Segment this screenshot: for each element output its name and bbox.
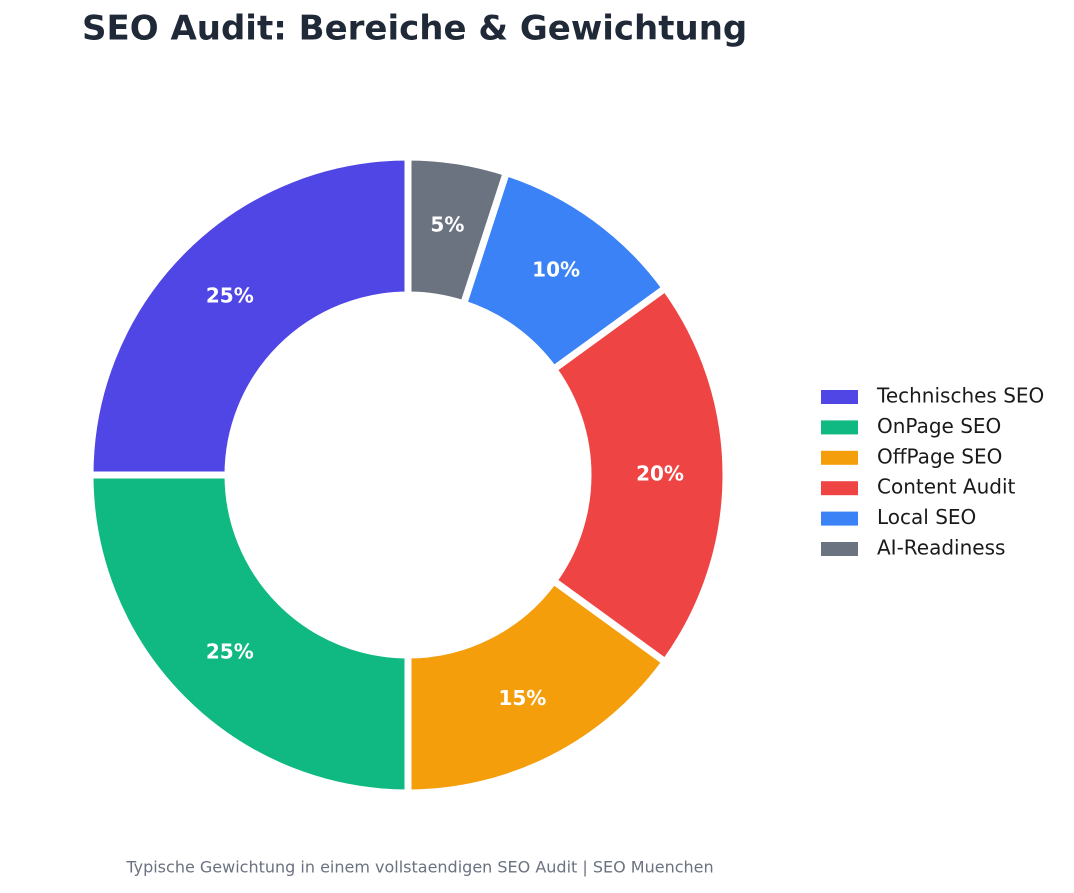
value-label: 25% — [206, 283, 254, 307]
chart-title: SEO Audit: Bereiche & Gewichtung — [82, 9, 747, 49]
footnote: Typische Gewichtung in einem vollstaendi… — [125, 858, 713, 877]
value-label: 10% — [532, 258, 580, 282]
donut-segment — [548, 283, 730, 667]
legend-label: Technisches SEO — [876, 384, 1044, 408]
legend-label: OffPage SEO — [877, 444, 1002, 468]
legend-swatch — [821, 542, 858, 556]
legend-swatch — [821, 481, 858, 496]
legend-swatch — [821, 511, 858, 526]
donut-segment — [86, 471, 412, 797]
legend-label: OnPage SEO — [877, 414, 1001, 438]
value-label: 25% — [206, 640, 254, 664]
legend-swatch — [821, 420, 858, 435]
legend-swatch — [821, 390, 858, 404]
legend-label: Local SEO — [877, 505, 976, 529]
value-label: 20% — [636, 462, 684, 486]
donut-segment — [404, 153, 511, 309]
legend-swatch — [821, 450, 858, 465]
donut-segment — [86, 153, 412, 479]
donut-segment — [404, 575, 671, 797]
legend-label: AI-Readiness — [877, 536, 1005, 560]
value-label: 15% — [498, 686, 546, 710]
value-label: 5% — [430, 213, 464, 237]
legend-label: Content Audit — [877, 475, 1016, 499]
